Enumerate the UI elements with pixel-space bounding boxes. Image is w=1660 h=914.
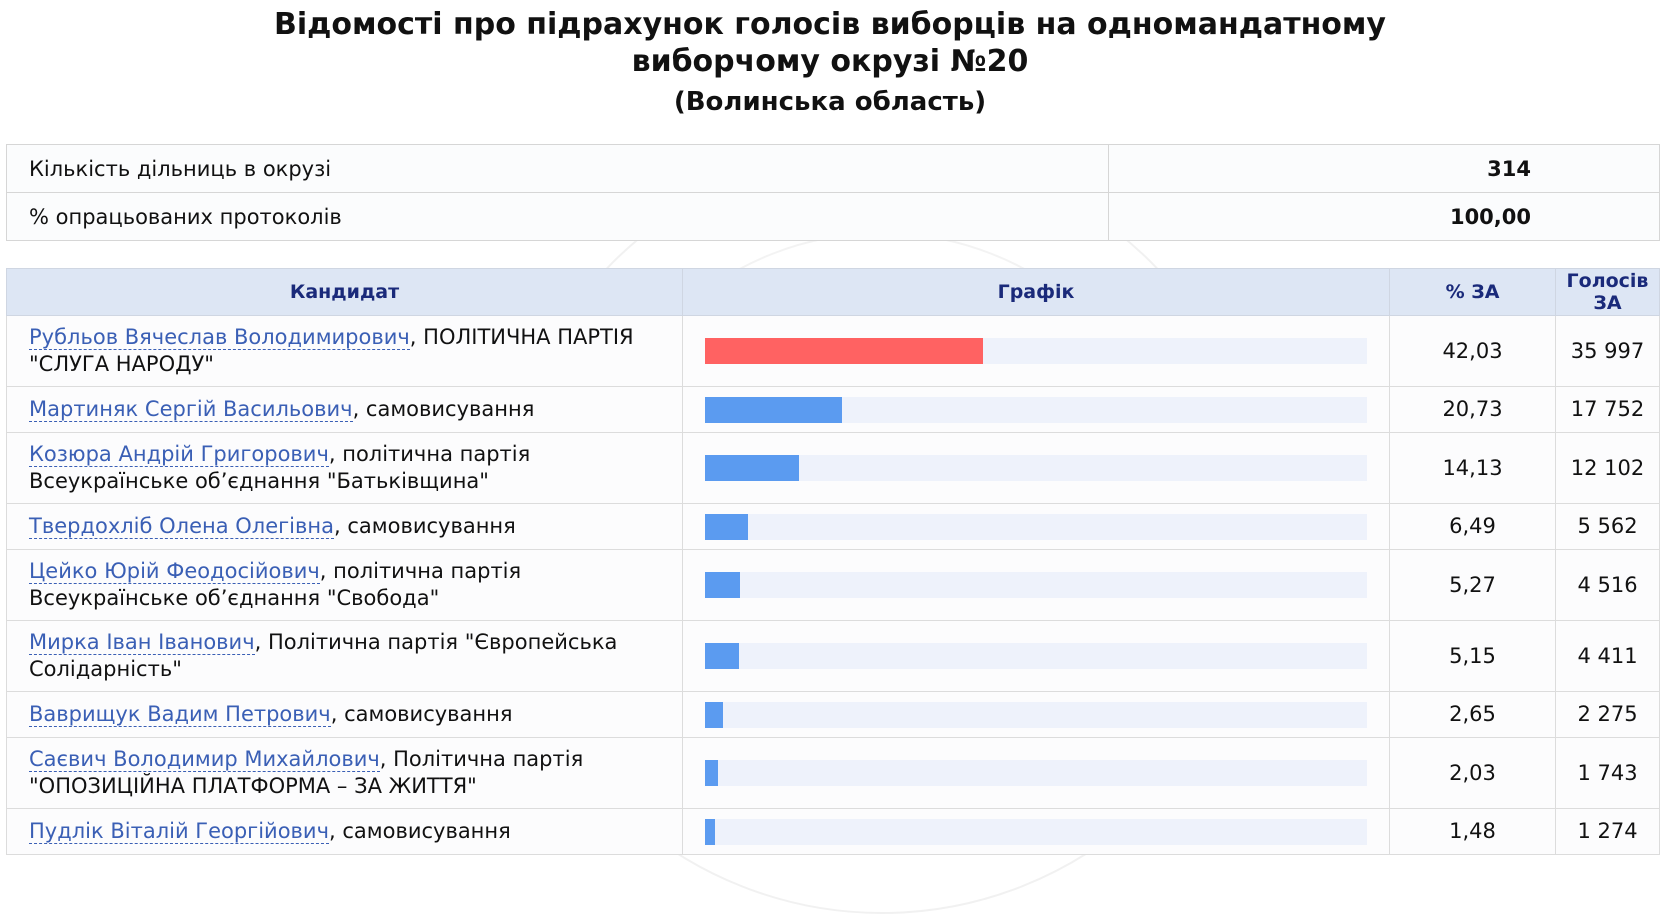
vote-share-bar bbox=[705, 760, 719, 786]
candidate-cell: Рубльов Вячеслав Володимирович, ПОЛІТИЧН… bbox=[6, 315, 683, 387]
stats-value: 314 bbox=[1108, 144, 1660, 193]
votes-cell: 1 743 bbox=[1555, 737, 1660, 809]
table-row: Цейко Юрій Феодосійович, політична парті… bbox=[6, 549, 1660, 621]
results-body: Рубльов Вячеслав Володимирович, ПОЛІТИЧН… bbox=[6, 315, 1660, 855]
candidate-cell: Цейко Юрій Феодосійович, політична парті… bbox=[6, 549, 683, 621]
bar-track bbox=[705, 701, 1367, 728]
page-title-line-1: Відомості про підрахунок голосів виборці… bbox=[274, 7, 1386, 42]
votes-cell: 17 752 bbox=[1555, 386, 1660, 433]
candidate-cell: Саєвич Володимир Михайлович, Політична п… bbox=[6, 737, 683, 809]
percent-cell: 42,03 bbox=[1389, 315, 1556, 387]
vote-share-bar bbox=[705, 396, 843, 423]
candidate-name-link[interactable]: Рубльов Вячеслав Володимирович bbox=[29, 325, 410, 350]
stats-value: 100,00 bbox=[1108, 192, 1660, 241]
region-subtitle: (Волинська область) bbox=[673, 87, 987, 117]
chart-cell bbox=[682, 549, 1390, 621]
results-header-row: Кандидат Графік % ЗА Голосів ЗА bbox=[6, 268, 1660, 316]
percent-cell: 1,48 bbox=[1389, 808, 1556, 855]
stats-label: % опрацьованих протоколів bbox=[6, 192, 1109, 241]
chart-cell bbox=[682, 315, 1390, 387]
candidate-party: , Політична партія "ОПОЗИЦІЙНА ПЛАТФОРМА… bbox=[29, 747, 584, 798]
vote-share-bar bbox=[705, 455, 799, 481]
table-row: Рубльов Вячеслав Володимирович, ПОЛІТИЧН… bbox=[6, 315, 1660, 387]
vote-share-bar bbox=[705, 818, 715, 845]
candidate-name-link[interactable]: Ваврищук Вадим Петрович bbox=[29, 702, 331, 727]
percent-cell: 2,65 bbox=[1389, 691, 1556, 738]
chart-cell bbox=[682, 386, 1390, 433]
candidate-party: , самовисування bbox=[334, 514, 516, 538]
candidate-party: , політична партія Всеукраїнське об’єдна… bbox=[29, 442, 531, 493]
vote-share-bar bbox=[705, 572, 740, 598]
header-percent: % ЗА bbox=[1389, 268, 1556, 316]
results-table: Кандидат Графік % ЗА Голосів ЗА Рубльов … bbox=[6, 268, 1660, 855]
percent-cell: 6,49 bbox=[1389, 503, 1556, 550]
candidate-name-link[interactable]: Мирка Іван Іванович bbox=[29, 630, 255, 655]
bar-track bbox=[705, 338, 1367, 364]
candidate-name-link[interactable]: Твердохліб Олена Олегівна bbox=[29, 514, 334, 539]
votes-cell: 1 274 bbox=[1555, 808, 1660, 855]
candidate-name-link[interactable]: Цейко Юрій Феодосійович bbox=[29, 559, 320, 584]
votes-cell: 2 275 bbox=[1555, 691, 1660, 738]
candidate-name-link[interactable]: Саєвич Володимир Михайлович bbox=[29, 747, 380, 772]
candidate-cell: Мирка Іван Іванович, Політична партія "Є… bbox=[6, 620, 683, 692]
candidate-cell: Ваврищук Вадим Петрович, самовисування bbox=[6, 691, 683, 738]
table-row: Мирка Іван Іванович, Політична партія "Є… bbox=[6, 620, 1660, 692]
vote-share-bar bbox=[705, 701, 723, 728]
table-row: Пудлік Віталій Георгійович, самовисуванн… bbox=[6, 808, 1660, 855]
chart-cell bbox=[682, 620, 1390, 692]
bar-track bbox=[705, 455, 1367, 481]
district-stats-table: Кількість дільниць в окрузі 314 % опраць… bbox=[6, 144, 1660, 241]
table-row: Ваврищук Вадим Петрович, самовисування 2,… bbox=[6, 691, 1660, 738]
bar-track bbox=[705, 396, 1367, 423]
bar-track bbox=[705, 643, 1367, 669]
bar-track bbox=[705, 572, 1367, 598]
candidate-name-link[interactable]: Козюра Андрій Григорович bbox=[29, 442, 329, 467]
chart-cell bbox=[682, 737, 1390, 809]
table-row: Мартиняк Сергій Васильович, самовисуванн… bbox=[6, 386, 1660, 433]
table-row: Козюра Андрій Григорович, політична парт… bbox=[6, 432, 1660, 504]
chart-cell bbox=[682, 432, 1390, 504]
bar-track bbox=[705, 513, 1367, 540]
page-title: Відомості про підрахунок голосів виборці… bbox=[0, 6, 1660, 80]
chart-cell bbox=[682, 503, 1390, 550]
bar-track bbox=[705, 818, 1367, 845]
stats-row-precincts: Кількість дільниць в окрузі 314 bbox=[6, 144, 1660, 193]
percent-cell: 5,15 bbox=[1389, 620, 1556, 692]
table-row: Твердохліб Олена Олегівна, самовисування… bbox=[6, 503, 1660, 550]
header-chart: Графік bbox=[682, 268, 1390, 316]
candidate-cell: Мартиняк Сергій Васильович, самовисуванн… bbox=[6, 386, 683, 433]
chart-cell bbox=[682, 691, 1390, 738]
vote-share-bar bbox=[705, 338, 984, 364]
candidate-party: , Політична партія "Європейська Солідарн… bbox=[29, 630, 618, 681]
candidate-party: , ПОЛІТИЧНА ПАРТІЯ "СЛУГА НАРОДУ" bbox=[29, 325, 634, 376]
vote-share-bar bbox=[705, 643, 740, 669]
page-title-line-2: виборчому окрузі №20 bbox=[631, 44, 1029, 79]
chart-cell bbox=[682, 808, 1390, 855]
percent-cell: 14,13 bbox=[1389, 432, 1556, 504]
header-votes: Голосів ЗА bbox=[1555, 268, 1660, 316]
vote-share-bar bbox=[705, 513, 748, 540]
candidate-party: , самовисування bbox=[328, 819, 511, 843]
stats-row-protocols: % опрацьованих протоколів 100,00 bbox=[6, 192, 1660, 241]
candidate-party: , політична партія Всеукраїнське об’єдна… bbox=[29, 559, 522, 610]
percent-cell: 2,03 bbox=[1389, 737, 1556, 809]
votes-cell: 4 411 bbox=[1555, 620, 1660, 692]
votes-cell: 4 516 bbox=[1555, 549, 1660, 621]
percent-cell: 20,73 bbox=[1389, 386, 1556, 433]
table-row: Саєвич Володимир Михайлович, Політична п… bbox=[6, 737, 1660, 809]
votes-cell: 35 997 bbox=[1555, 315, 1660, 387]
header-candidate: Кандидат bbox=[6, 268, 683, 316]
votes-cell: 12 102 bbox=[1555, 432, 1660, 504]
candidate-cell: Твердохліб Олена Олегівна, самовисування bbox=[6, 503, 683, 550]
votes-cell: 5 562 bbox=[1555, 503, 1660, 550]
candidate-cell: Козюра Андрій Григорович, політична парт… bbox=[6, 432, 683, 504]
bar-track bbox=[705, 760, 1367, 786]
candidate-name-link[interactable]: Мартиняк Сергій Васильович bbox=[29, 397, 353, 422]
stats-label: Кількість дільниць в окрузі bbox=[6, 144, 1109, 193]
percent-cell: 5,27 bbox=[1389, 549, 1556, 621]
candidate-name-link[interactable]: Пудлік Віталій Георгійович bbox=[29, 819, 329, 844]
candidate-party: , самовисування bbox=[330, 702, 513, 726]
candidate-cell: Пудлік Віталій Георгійович, самовисуванн… bbox=[6, 808, 683, 855]
candidate-party: , самовисування bbox=[352, 397, 535, 421]
